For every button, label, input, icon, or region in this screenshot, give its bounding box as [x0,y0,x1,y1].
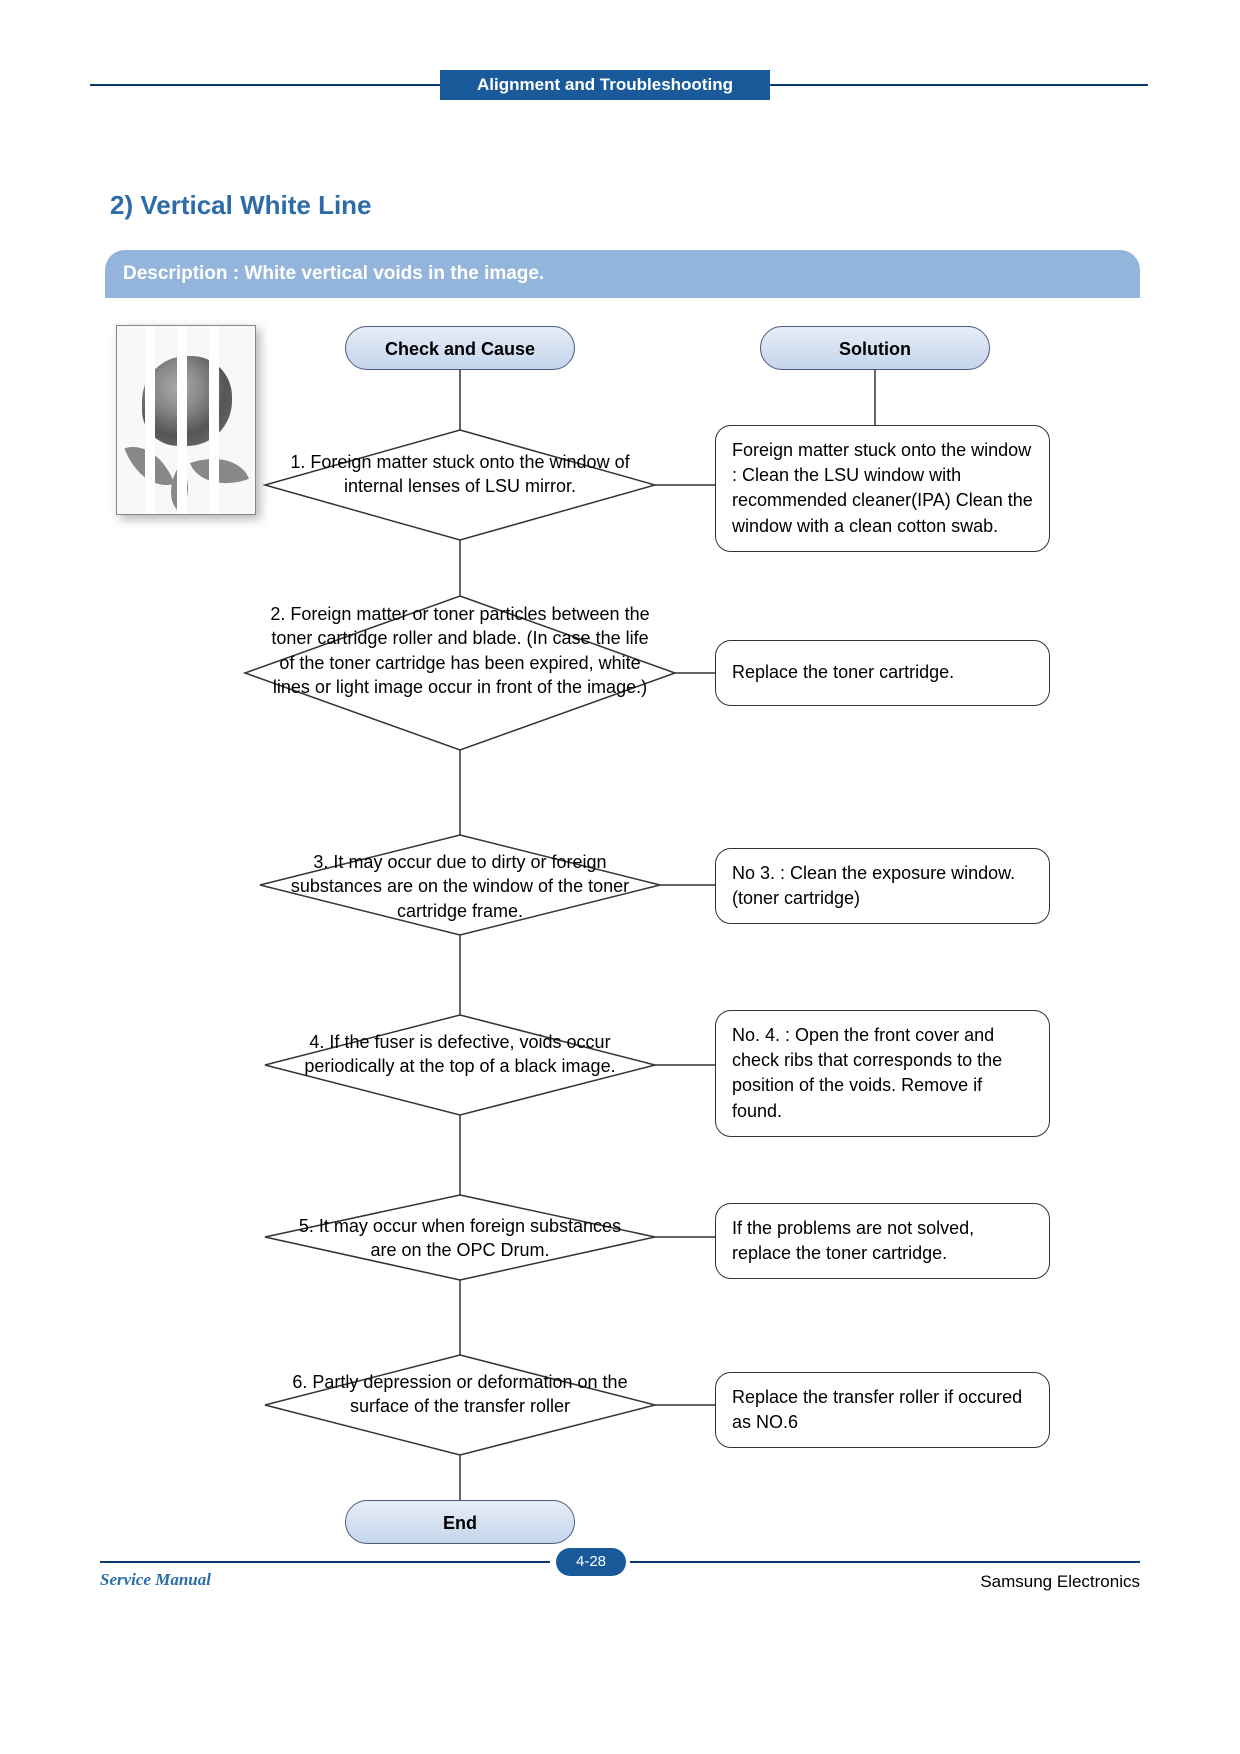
end-pill: End [345,1500,575,1544]
description-bar: Description : White vertical voids in th… [105,250,1140,298]
check-step-5: 5. It may occur when foreign substances … [290,1214,630,1263]
section-title: 2) Vertical White Line [110,190,372,221]
check-header-pill: Check and Cause [345,326,575,370]
solution-header-pill: Solution [760,326,990,370]
check-step-2: 2. Foreign matter or toner particles bet… [270,602,650,699]
solution-step-2: Replace the toner cartridge. [715,640,1050,706]
footer-company-label: Samsung Electronics [980,1572,1140,1592]
check-step-6: 6. Partly depression or deformation on t… [290,1370,630,1419]
check-step-4: 4. If the fuser is defective, voids occu… [300,1030,620,1079]
check-step-1: 1. Foreign matter stuck onto the window … [290,450,630,499]
solution-step-3: No 3. : Clean the exposure window. (tone… [715,848,1050,924]
page-number-badge: 4-28 [556,1548,626,1576]
solution-step-5: If the problems are not solved, replace … [715,1203,1050,1279]
solution-step-6: Replace the transfer roller if occured a… [715,1372,1050,1448]
solution-step-4: No. 4. : Open the front cover and check … [715,1010,1050,1137]
sample-image [116,325,256,515]
check-step-3: 3. It may occur due to dirty or foreign … [280,850,640,923]
header-badge: Alignment and Troubleshooting [440,70,770,100]
footer-manual-label: Service Manual [100,1570,211,1590]
footer-line-left [100,1561,550,1563]
footer-line-right [630,1561,1140,1563]
solution-step-1: Foreign matter stuck onto the window : C… [715,425,1050,552]
